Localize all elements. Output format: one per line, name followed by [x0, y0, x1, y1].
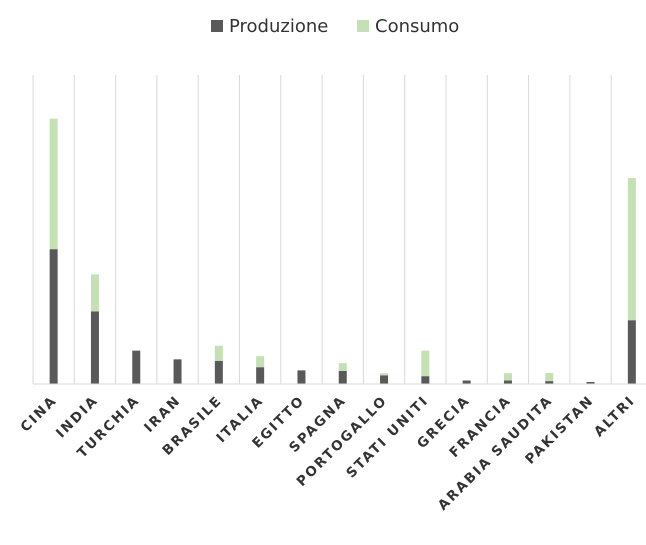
bar-consumo	[338, 363, 347, 371]
bar-produzione	[627, 320, 636, 384]
bar-consumo	[545, 372, 554, 382]
bar-produzione	[256, 367, 265, 384]
bar-produzione	[49, 249, 58, 384]
legend-swatch	[211, 20, 223, 32]
bars	[49, 118, 636, 384]
bar-consumo	[49, 118, 58, 250]
x-tick-label: ALTRI	[591, 393, 639, 441]
legend-label: Produzione	[229, 16, 328, 37]
bar-produzione	[503, 380, 512, 384]
bar-consumo	[214, 345, 223, 361]
bar-produzione	[380, 375, 389, 384]
bar-produzione	[338, 370, 347, 384]
bar-produzione	[297, 370, 306, 384]
bar-produzione	[545, 381, 554, 384]
bar-produzione	[214, 360, 223, 384]
bar-consumo	[503, 373, 512, 381]
legend: Produzione Consumo	[211, 16, 459, 37]
legend-swatch	[357, 20, 369, 32]
x-tick-labels: CINAINDIATURCHIAIRANBRASILEITALIAEGITTOS…	[18, 393, 639, 514]
bar-consumo	[256, 356, 265, 368]
bar-produzione	[90, 311, 99, 384]
bar-consumo	[380, 373, 389, 376]
bar-produzione	[421, 376, 430, 384]
bar-consumo	[627, 178, 636, 321]
bar-produzione	[132, 350, 141, 384]
legend-label: Consumo	[375, 16, 459, 37]
bar-produzione	[586, 381, 595, 384]
bar-consumo	[421, 350, 430, 377]
gridlines	[32, 75, 612, 384]
bar-consumo	[90, 274, 99, 312]
bar-produzione	[462, 380, 471, 384]
bar-produzione	[173, 359, 182, 384]
